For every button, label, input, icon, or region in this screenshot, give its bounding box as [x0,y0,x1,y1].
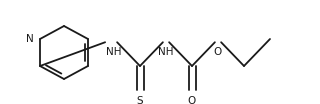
Text: O: O [188,96,196,104]
Text: NH: NH [106,47,122,57]
Text: S: S [137,96,143,104]
Text: NH: NH [158,47,174,57]
Text: N: N [26,34,34,44]
Text: O: O [214,47,222,57]
